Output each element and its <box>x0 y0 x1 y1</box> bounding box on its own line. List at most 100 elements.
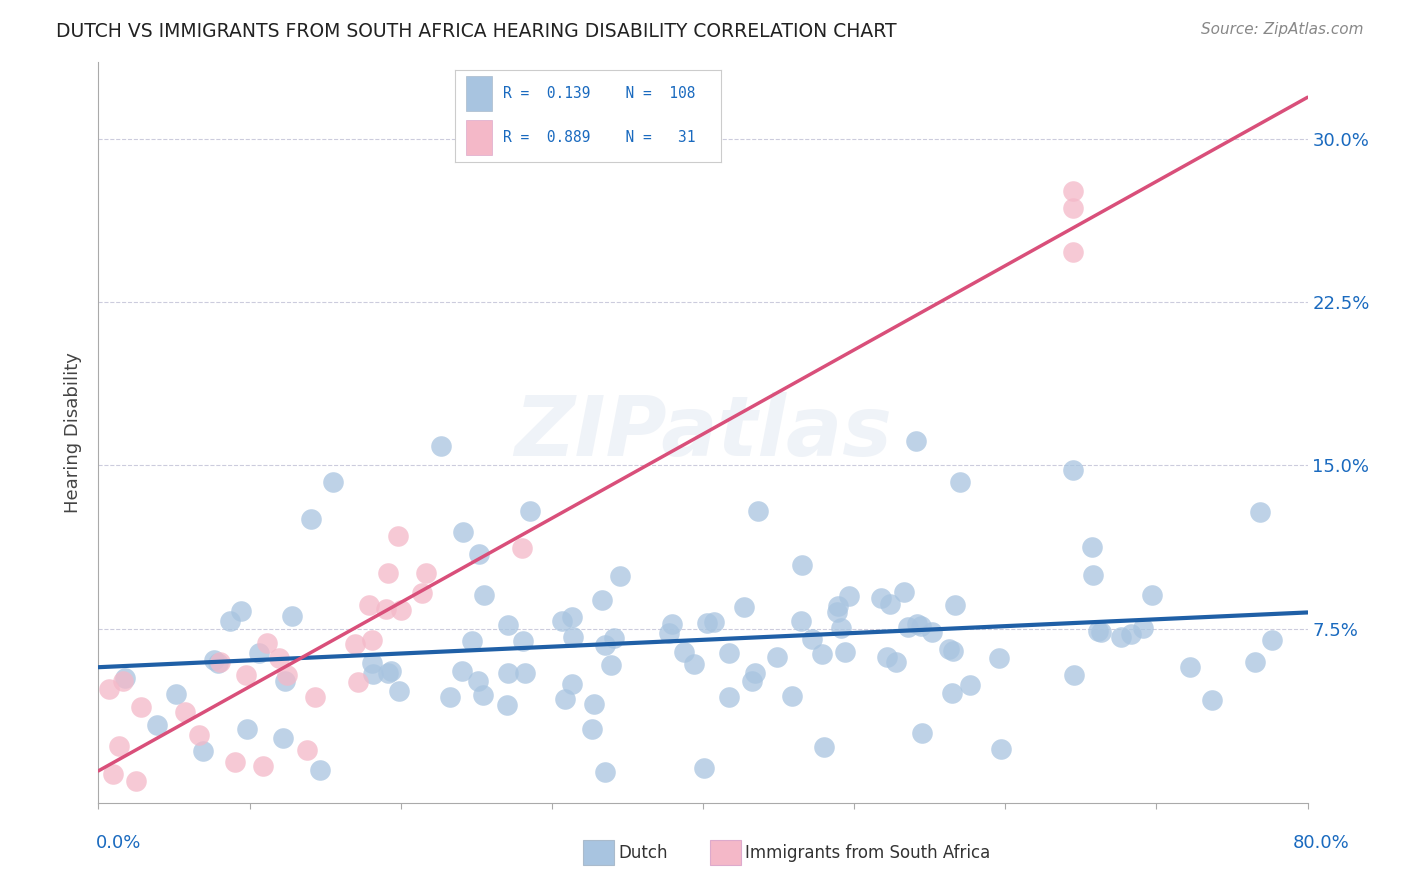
Text: Immigrants from South Africa: Immigrants from South Africa <box>745 844 990 862</box>
Point <box>1249 505 1271 519</box>
Text: Dutch: Dutch <box>619 844 668 862</box>
Point <box>834 644 856 658</box>
Point <box>693 762 716 776</box>
Point <box>905 434 928 448</box>
Point <box>733 600 755 615</box>
Point <box>207 656 229 670</box>
Point <box>1109 631 1132 645</box>
Point <box>990 742 1012 756</box>
Point <box>905 616 928 631</box>
Point <box>583 697 606 711</box>
Point <box>1243 655 1265 669</box>
Point <box>1261 633 1284 648</box>
Point <box>173 705 195 719</box>
Point <box>274 673 297 688</box>
Point <box>911 726 934 740</box>
Point <box>125 774 148 789</box>
Point <box>1081 567 1104 582</box>
Point <box>879 598 901 612</box>
Point <box>308 764 330 778</box>
Point <box>599 658 621 673</box>
Point <box>717 690 740 705</box>
Point <box>256 636 278 650</box>
Point <box>468 547 491 561</box>
Text: 0.0%: 0.0% <box>96 834 141 852</box>
Point <box>439 690 461 704</box>
Point <box>247 646 270 660</box>
Point <box>451 664 474 678</box>
Point <box>224 755 246 769</box>
Point <box>276 667 298 681</box>
Point <box>1081 541 1104 555</box>
Point <box>498 618 520 632</box>
Point <box>696 615 718 630</box>
Point <box>830 621 852 635</box>
Point <box>496 665 519 680</box>
Point <box>554 692 576 706</box>
Point <box>430 439 453 453</box>
Point <box>375 601 398 615</box>
Point <box>146 718 169 732</box>
Point <box>415 566 437 581</box>
Point <box>236 722 259 736</box>
Point <box>344 637 367 651</box>
Point <box>1121 627 1143 641</box>
Point <box>231 604 253 618</box>
Point <box>550 614 572 628</box>
Point <box>790 614 813 628</box>
Point <box>682 657 704 671</box>
Point <box>1142 588 1164 602</box>
Point <box>792 558 814 573</box>
Point <box>562 630 585 644</box>
Point <box>1132 621 1154 635</box>
Point <box>389 603 412 617</box>
Point <box>387 529 409 543</box>
Point <box>295 743 318 757</box>
Point <box>193 744 215 758</box>
Point <box>235 668 257 682</box>
Point <box>1201 693 1223 707</box>
Point <box>1062 202 1084 216</box>
Point <box>801 632 824 646</box>
Point <box>357 598 380 612</box>
Point <box>111 674 134 689</box>
Point <box>561 677 583 691</box>
Point <box>673 645 696 659</box>
Point <box>271 731 294 746</box>
Point <box>943 598 966 612</box>
Point <box>377 665 399 680</box>
Point <box>938 642 960 657</box>
Point <box>209 655 232 669</box>
Point <box>870 591 893 606</box>
Point <box>304 690 326 705</box>
Point <box>827 599 849 614</box>
Point <box>519 504 541 518</box>
Point <box>252 759 274 773</box>
Point <box>377 566 399 581</box>
Point <box>219 614 242 628</box>
Point <box>388 684 411 698</box>
Point <box>591 593 613 607</box>
Point <box>813 739 835 754</box>
Point <box>581 722 603 736</box>
Point <box>921 625 943 640</box>
Point <box>876 650 898 665</box>
Point <box>988 650 1011 665</box>
Point <box>810 648 832 662</box>
Point <box>765 650 787 665</box>
Text: Source: ZipAtlas.com: Source: ZipAtlas.com <box>1201 22 1364 37</box>
Point <box>703 615 725 630</box>
Point <box>593 765 616 780</box>
Point <box>281 608 304 623</box>
Point <box>467 673 489 688</box>
Point <box>1087 624 1109 638</box>
Point <box>411 586 433 600</box>
Point <box>897 620 920 634</box>
Point <box>361 632 384 647</box>
Point <box>496 698 519 713</box>
Point <box>380 665 402 679</box>
Point <box>451 525 474 540</box>
Point <box>942 644 965 658</box>
Point <box>609 569 631 583</box>
Point <box>108 739 131 753</box>
